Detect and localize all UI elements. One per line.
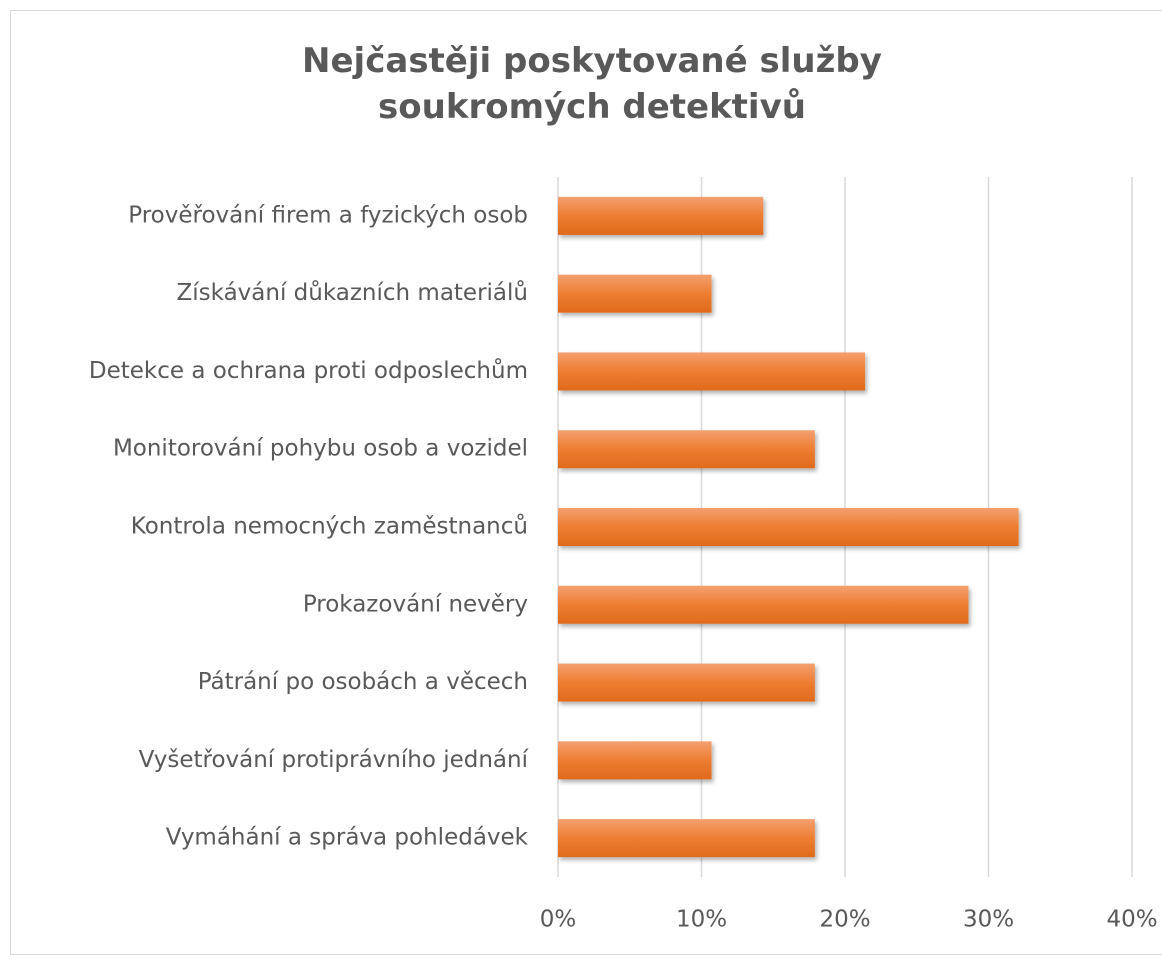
y-tick-label: Získávání důkazních materiálů: [177, 279, 528, 306]
y-tick-label: Detekce a ochrana proti odposlechům: [89, 357, 528, 384]
chart-title: Nejčastěji poskytované služby soukromých…: [302, 41, 882, 127]
x-tick-label: 10%: [676, 907, 727, 933]
bar: [558, 352, 866, 391]
bar: [558, 430, 815, 469]
bar: [558, 819, 815, 858]
y-tick-label: Pátrání po osobách a věcech: [198, 669, 528, 695]
y-tick-label: Kontrola nemocných zaměstnanců: [131, 513, 528, 540]
bar: [558, 274, 712, 313]
bar: [558, 585, 969, 624]
x-tick-label: 40%: [1106, 907, 1157, 933]
y-tick-label: Monitorování pohybu osob a vozidel: [113, 436, 528, 462]
y-tick-label: Vymáhání a správa pohledávek: [166, 825, 529, 851]
bar: [558, 663, 815, 702]
chart-frame: [10, 10, 1162, 955]
y-tick-label: Prověřování firem a fyzických osob: [128, 202, 528, 228]
x-tick-label: 0%: [540, 907, 577, 933]
x-tick-label: 30%: [963, 907, 1014, 933]
x-tick-label: 20%: [819, 907, 870, 933]
bar: [558, 508, 1019, 546]
bar: [558, 196, 764, 235]
y-tick-label: Prokazování nevěry: [303, 591, 528, 617]
y-tick-label: Vyšetřování protiprávního jednání: [139, 747, 529, 773]
bar: [558, 741, 712, 780]
